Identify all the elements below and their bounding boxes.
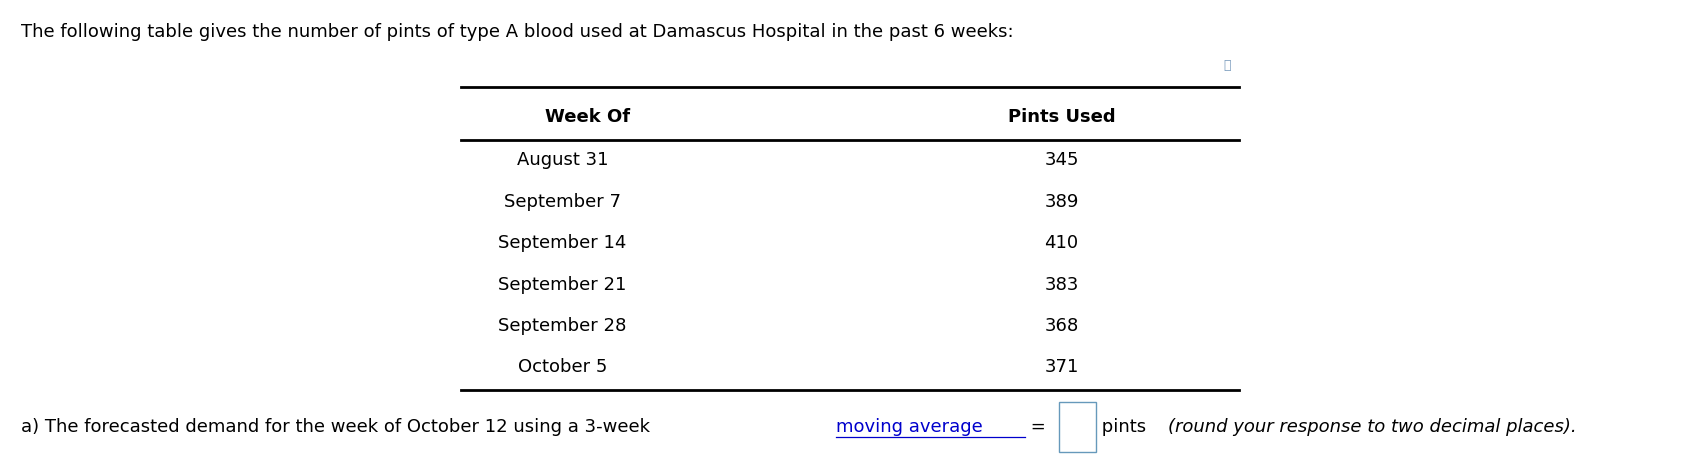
Text: 383: 383 — [1044, 276, 1078, 293]
Text: (round your response to two decimal places).: (round your response to two decimal plac… — [1168, 418, 1576, 436]
Text: 389: 389 — [1044, 193, 1078, 211]
Text: September 14: September 14 — [498, 234, 627, 252]
Text: September 21: September 21 — [498, 276, 627, 293]
Text: August 31: August 31 — [517, 152, 609, 169]
Text: a) The forecasted demand for the week of October 12 using a 3-week: a) The forecasted demand for the week of… — [20, 418, 656, 436]
Text: moving average: moving average — [836, 418, 983, 436]
Text: Week Of: Week Of — [546, 108, 631, 126]
Text: 371: 371 — [1044, 358, 1078, 376]
Text: September 7: September 7 — [503, 193, 620, 211]
Bar — [1059, 402, 1096, 453]
Text: October 5: October 5 — [518, 358, 607, 376]
Text: =: = — [1025, 418, 1051, 436]
Text: Pints Used: Pints Used — [1008, 108, 1115, 126]
Text: 410: 410 — [1044, 234, 1078, 252]
Text: The following table gives the number of pints of type A blood used at Damascus H: The following table gives the number of … — [20, 22, 1013, 41]
Text: 368: 368 — [1044, 317, 1078, 335]
Text: 345: 345 — [1044, 152, 1080, 169]
Text: ⎗: ⎗ — [1222, 59, 1231, 73]
Text: pints: pints — [1096, 418, 1151, 436]
Text: September 28: September 28 — [498, 317, 627, 335]
